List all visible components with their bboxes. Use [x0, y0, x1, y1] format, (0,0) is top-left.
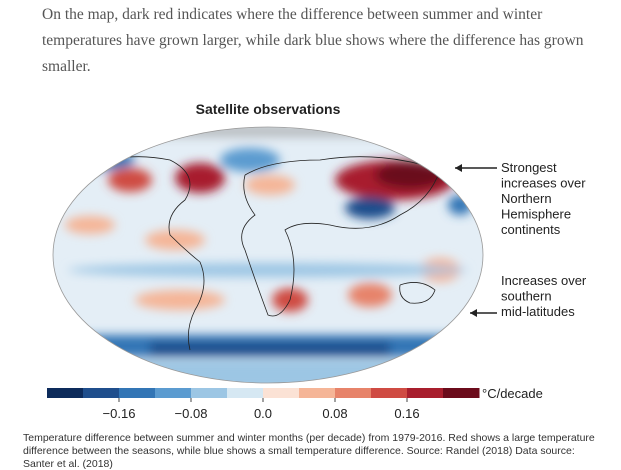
colorbar-tick-label: −0.08: [175, 406, 208, 421]
annotation-text: increases over: [501, 176, 586, 191]
annotation-arrowhead: [470, 309, 477, 317]
annotation-text: Northern: [501, 191, 552, 206]
annotation-text: Hemisphere: [501, 207, 571, 222]
colorbar-swatch: [191, 388, 228, 398]
colorbar-swatch: [443, 388, 480, 398]
colorbar-swatch: [335, 388, 372, 398]
colorbar-tick-label: 0.0: [254, 406, 272, 421]
colorbar-tick-label: −0.16: [103, 406, 136, 421]
map-outline: [52, 126, 484, 384]
colorbar-tick-label: 0.16: [394, 406, 419, 421]
annotation-text: continents: [501, 222, 561, 237]
colorbar-swatch: [227, 388, 264, 398]
colorbar-swatch: [263, 388, 300, 398]
annotation-arrowhead: [455, 164, 462, 172]
colorbar-swatch: [47, 388, 84, 398]
caption: Temperature difference between summer an…: [23, 432, 595, 470]
map-title: Satellite observations: [196, 101, 341, 117]
colorbar-tick-label: 0.08: [322, 406, 347, 421]
colorbar-swatch: [83, 388, 120, 398]
colorbar-swatch: [299, 388, 336, 398]
colorbar-unit: °C/decade: [482, 386, 543, 401]
colorbar-swatch: [407, 388, 444, 398]
annotation-text: Strongest: [501, 160, 557, 175]
colorbar-swatch: [371, 388, 408, 398]
colorbar-swatch: [119, 388, 156, 398]
intro-text: On the map, dark red indicates where the…: [42, 6, 584, 75]
colorbar-swatch: [155, 388, 192, 398]
annotation-text: Increases over: [501, 273, 587, 288]
annotation-text: mid-latitudes: [501, 304, 575, 319]
annotation-text: southern: [501, 289, 552, 304]
